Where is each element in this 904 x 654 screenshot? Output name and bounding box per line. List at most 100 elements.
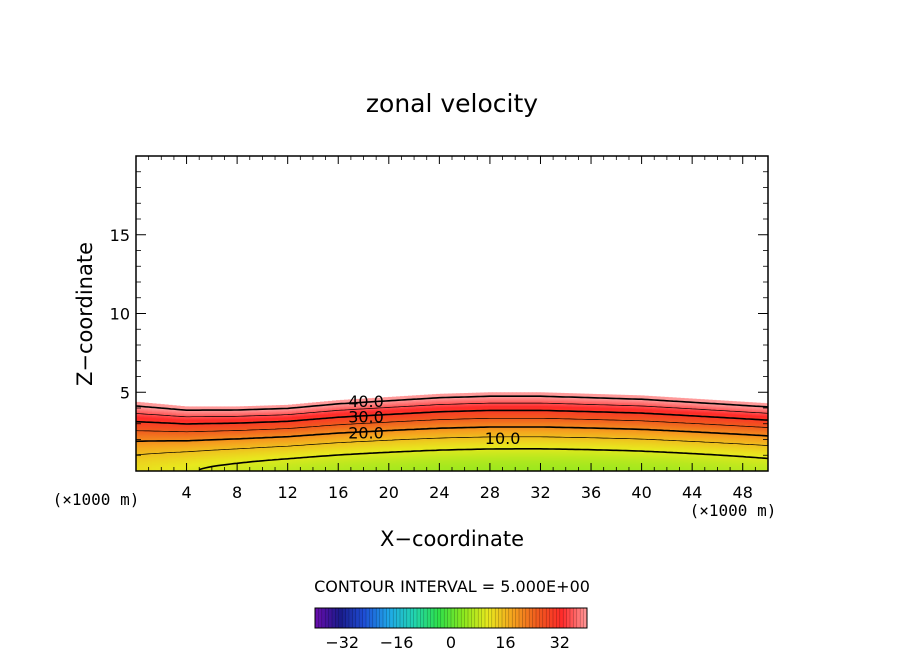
field-cell xyxy=(224,446,229,448)
field-cell xyxy=(344,440,349,442)
field-cell xyxy=(236,418,241,420)
field-cell xyxy=(180,453,185,456)
field-cell xyxy=(204,410,209,413)
field-cell xyxy=(380,466,385,468)
field-cell xyxy=(388,445,393,447)
field-cell xyxy=(400,396,405,398)
field-cell xyxy=(396,407,401,410)
field-cell xyxy=(348,463,353,466)
field-cell xyxy=(416,431,421,434)
field-cell xyxy=(188,463,193,466)
field-cell xyxy=(396,423,401,426)
field-cell xyxy=(308,445,313,448)
field-cell xyxy=(408,427,413,429)
field-cell xyxy=(332,466,337,469)
field-cell xyxy=(152,464,157,466)
field-cell xyxy=(228,432,233,434)
field-cell xyxy=(304,431,309,434)
field-cell xyxy=(300,465,305,468)
field-cell xyxy=(184,418,189,420)
field-cell xyxy=(356,416,361,419)
field-cell xyxy=(288,442,293,444)
field-cell xyxy=(176,428,181,431)
field-cell xyxy=(168,435,173,438)
field-cell xyxy=(312,452,317,455)
field-cell xyxy=(284,456,289,459)
field-cell xyxy=(136,414,141,417)
field-cell xyxy=(280,442,285,445)
field-cell xyxy=(244,451,249,454)
field-cell xyxy=(144,426,149,429)
field-cell xyxy=(380,441,385,444)
field-cell xyxy=(160,448,165,451)
field-cell xyxy=(404,404,409,407)
field-cell xyxy=(148,426,153,429)
field-cell xyxy=(412,442,417,444)
field-cell xyxy=(204,435,209,438)
field-cell xyxy=(196,447,201,449)
field-cell xyxy=(288,415,293,418)
field-cell xyxy=(236,419,241,421)
field-cell xyxy=(272,422,277,425)
field-cell xyxy=(244,428,249,431)
field-cell xyxy=(284,423,289,426)
field-cell xyxy=(272,427,277,429)
field-cell xyxy=(232,411,237,414)
field-cell xyxy=(388,406,393,409)
field-cell xyxy=(248,438,253,441)
field-cell xyxy=(272,419,277,422)
field-cell xyxy=(308,408,313,411)
field-cell xyxy=(268,416,273,419)
field-cell xyxy=(236,447,241,449)
field-cell xyxy=(284,426,289,429)
field-cell xyxy=(396,417,401,420)
field-cell xyxy=(252,454,257,457)
field-cell xyxy=(336,404,341,407)
field-cell xyxy=(276,430,281,433)
field-cell xyxy=(232,427,237,430)
field-cell xyxy=(284,436,289,439)
field-cell xyxy=(136,424,141,427)
field-cell xyxy=(356,409,361,412)
field-cell xyxy=(212,407,217,410)
field-cell xyxy=(356,463,361,466)
field-cell xyxy=(428,468,433,471)
field-cell xyxy=(308,407,313,410)
field-cell xyxy=(272,457,277,460)
field-cell xyxy=(392,418,397,421)
field-cell xyxy=(264,445,269,448)
field-cell xyxy=(304,463,309,465)
field-cell xyxy=(320,412,325,414)
field-cell xyxy=(396,449,401,452)
field-cell xyxy=(164,458,169,461)
field-cell xyxy=(392,404,397,406)
field-cell xyxy=(396,408,401,411)
field-cell xyxy=(220,449,225,452)
field-cell xyxy=(372,421,377,423)
field-cell xyxy=(248,464,253,467)
field-cell xyxy=(384,431,389,434)
field-cell xyxy=(248,435,253,437)
field-cell xyxy=(372,425,377,428)
field-cell xyxy=(244,414,249,417)
field-cell xyxy=(260,412,265,414)
field-cell xyxy=(300,453,305,455)
field-cell xyxy=(348,438,353,441)
field-cell xyxy=(368,463,373,466)
field-cell xyxy=(208,418,213,420)
field-cell xyxy=(328,428,333,431)
field-cell xyxy=(168,412,173,415)
field-cell xyxy=(156,449,161,452)
field-cell xyxy=(400,449,405,452)
field-cell xyxy=(348,436,353,439)
field-cell xyxy=(168,452,173,454)
field-cell xyxy=(420,445,425,448)
field-cell xyxy=(144,411,149,414)
field-cell xyxy=(296,418,301,421)
field-cell xyxy=(420,451,425,454)
field-cell xyxy=(328,467,333,470)
field-cell xyxy=(324,468,329,471)
field-cell xyxy=(328,451,333,453)
field-cell xyxy=(220,466,225,469)
